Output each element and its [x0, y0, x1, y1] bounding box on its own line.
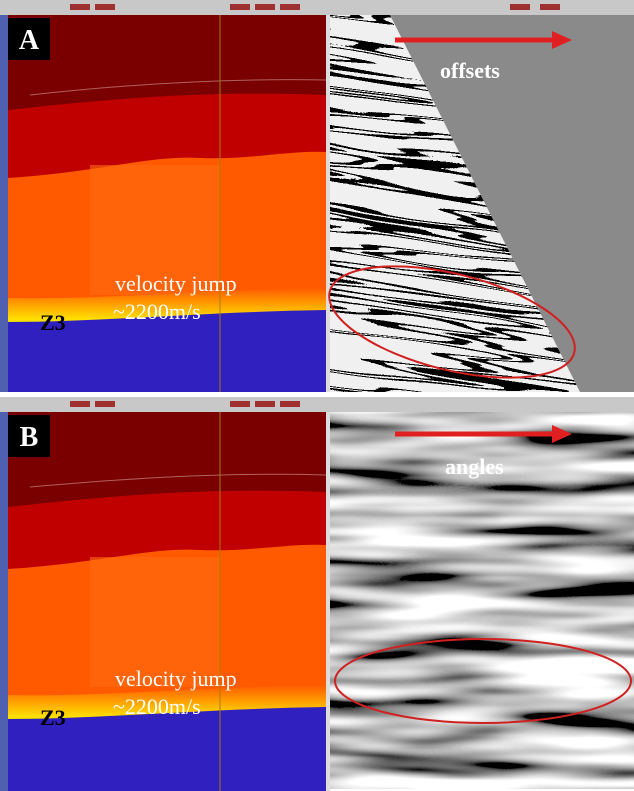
arrow-head [552, 425, 572, 443]
depth-axis [0, 412, 8, 791]
velocity-layer [8, 707, 326, 791]
highlight-ellipse [328, 265, 576, 379]
gather-label: offsets [440, 58, 500, 83]
horizon-line [29, 473, 327, 488]
annotation: ~2200m/s [113, 299, 201, 324]
gather-label: angles [445, 454, 504, 479]
velocity-band [90, 165, 220, 295]
label-box [8, 415, 50, 457]
toolbar-ticks [70, 401, 300, 407]
panel-label: A [19, 25, 40, 56]
arrow-head [552, 31, 572, 49]
horizon-line [29, 79, 327, 96]
velocity-band [90, 557, 220, 687]
horizon-label: Z3 [40, 705, 66, 730]
panel: A velocity jump ~2200m/s Z3 offsets [0, 0, 634, 392]
label-box [8, 18, 50, 60]
annotation: ~2200m/s [113, 694, 201, 719]
divider [326, 15, 330, 392]
annotation: velocity jump [115, 666, 237, 691]
divider [326, 412, 330, 791]
seismic-traces [330, 15, 580, 392]
title-bar [0, 397, 634, 412]
seismic-traces [330, 412, 634, 789]
panel: B velocity jump ~2200m/s Z3 angles [0, 397, 634, 791]
panel-label: B [20, 422, 39, 453]
title-bar [0, 0, 634, 15]
annotation: velocity jump [115, 271, 237, 296]
depth-axis [0, 15, 8, 392]
velocity-layer [8, 310, 326, 392]
toolbar-ticks [70, 4, 560, 10]
horizon-label: Z3 [40, 310, 66, 335]
highlight-ellipse [334, 638, 632, 724]
